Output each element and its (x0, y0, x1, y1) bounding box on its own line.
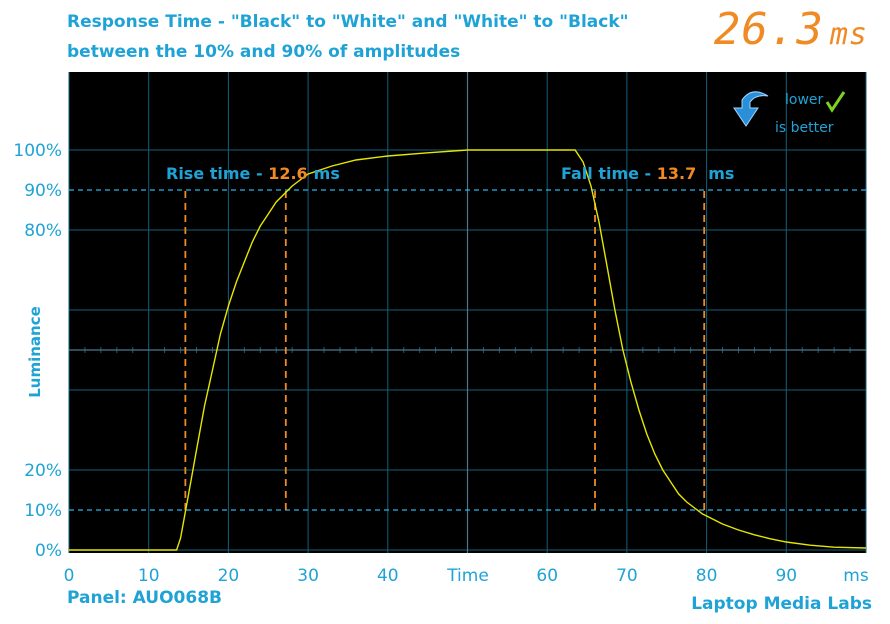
x-tick-label: 70 (616, 566, 638, 586)
rise-time-label: Rise time - (166, 164, 268, 183)
rise-time-annotation: Rise time - 12.6 ms (166, 164, 340, 183)
x-tick-label: 20 (218, 566, 240, 586)
x-tick-label: 30 (297, 566, 319, 586)
x-tick-label: 0 (64, 566, 75, 586)
lower-is-better-badge: lower is better (733, 91, 846, 136)
rise-time-unit: ms (314, 164, 340, 183)
down-arrow-icon (733, 91, 769, 127)
y-tick-label: 10% (24, 501, 62, 521)
x-tick-label: 10 (138, 566, 160, 586)
x-tick-label: 80 (696, 566, 718, 586)
y-axis-label: Luminance (26, 306, 44, 398)
luminance-trace (69, 149, 867, 551)
y-tick-label: 80% (24, 221, 62, 241)
grid (68, 72, 867, 553)
chart-title-line-1: Response Time - "Black" to "White" and "… (67, 12, 629, 32)
rise-time-value: 12.6 (268, 164, 307, 183)
brand-label: Laptop Media Labs (691, 594, 872, 614)
time-markers (184, 191, 706, 510)
response-time-unit: ms (829, 17, 868, 52)
chart-title-line-2: between the 10% and 90% of amplitudes (67, 42, 461, 62)
x-tick-label: 90 (775, 566, 797, 586)
panel-label: Panel: AUO068B (67, 588, 222, 608)
x-tick-labels: 0 10 20 30 40 60 70 80 90 (64, 566, 798, 586)
x-tick-label: 60 (536, 566, 558, 586)
x-axis-unit: ms (843, 566, 869, 586)
y-tick-labels: 0% 10% 20% 80% 90% 100% (13, 141, 62, 561)
y-tick-label: 0% (35, 541, 62, 561)
badge-line-1: lower (785, 92, 824, 108)
response-time-number: 26.3 (713, 4, 824, 55)
threshold-lines (69, 189, 866, 511)
y-tick-label: 100% (13, 141, 62, 161)
y-tick-label: 90% (24, 181, 62, 201)
badge-line-2: is better (775, 120, 834, 136)
response-time-value: 26.3 ms (714, 4, 868, 55)
fall-time-value: 13.7 (657, 164, 696, 183)
fall-time-label: Fall time - (561, 164, 657, 183)
x-axis-label: Time (446, 566, 489, 586)
fall-time-annotation: Fall time - 13.7 ms (561, 164, 734, 183)
x-tick-label: 40 (377, 566, 399, 586)
fall-time-unit: ms (708, 164, 734, 183)
y-tick-label: 20% (24, 461, 62, 481)
checkmark-icon (825, 91, 846, 113)
